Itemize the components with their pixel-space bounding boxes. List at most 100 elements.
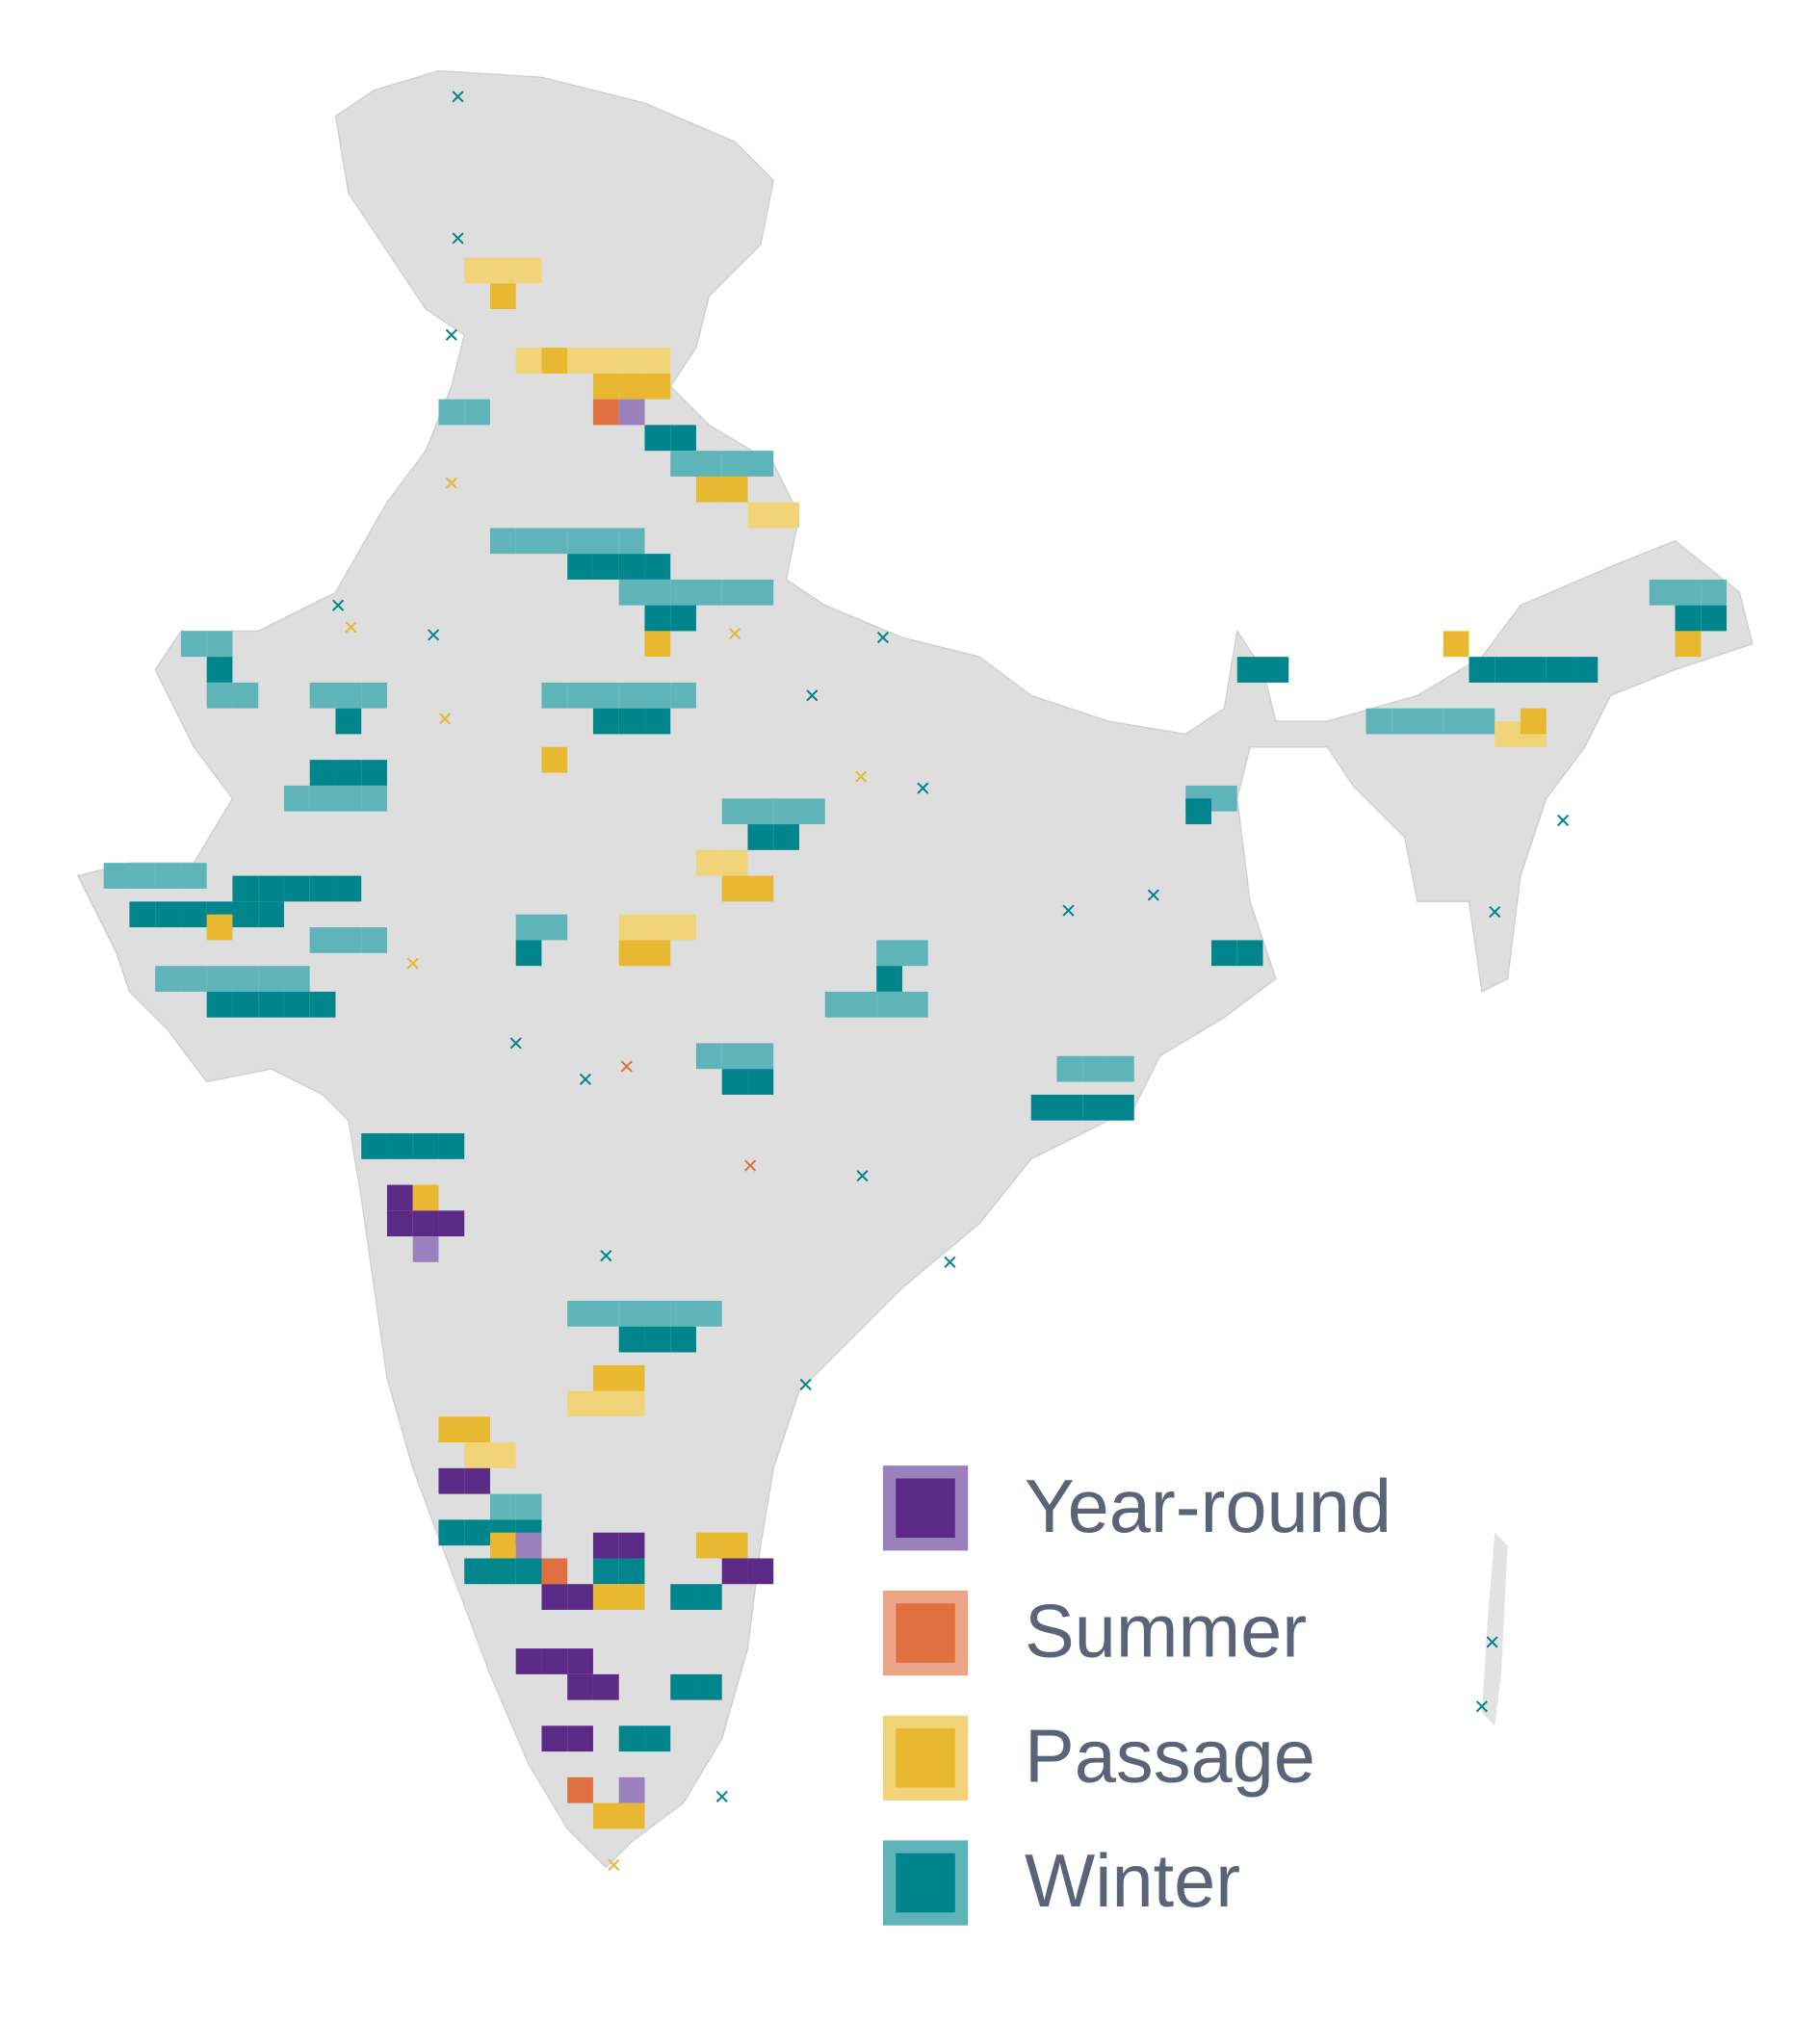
range-cell (567, 348, 593, 374)
range-cell (695, 1043, 722, 1070)
range-cell (721, 451, 748, 477)
range-cell (1443, 708, 1469, 735)
range-cell (567, 1776, 593, 1803)
range-cell (464, 1519, 490, 1546)
range-cell (180, 901, 207, 928)
range-cell (592, 1584, 619, 1610)
range-cell (541, 682, 568, 709)
legend-label: Summer (1025, 1591, 1307, 1673)
range-cell (747, 1043, 774, 1070)
range-cell (1649, 579, 1676, 606)
range-cell (1107, 1094, 1134, 1121)
range-cell (721, 579, 748, 606)
sighting-cross (917, 782, 929, 794)
range-cell (412, 1236, 439, 1262)
range-cell (515, 914, 542, 941)
sighting-cross (608, 1858, 620, 1871)
range-cell (644, 579, 671, 606)
range-cell (644, 554, 671, 580)
range-cell (618, 528, 645, 555)
island-outline (1481, 1532, 1508, 1726)
sighting-cross (799, 1378, 812, 1390)
range-cell (258, 901, 284, 928)
range-cell (618, 1364, 645, 1391)
range-cell (1185, 798, 1211, 825)
range-cell (670, 605, 696, 632)
range-cell (824, 991, 851, 1018)
range-cell (695, 579, 722, 606)
range-cell (901, 991, 928, 1018)
range-cell (1262, 657, 1289, 683)
range-cell (644, 1300, 671, 1327)
range-cell (515, 528, 542, 555)
range-cell (335, 875, 362, 902)
range-cell (464, 399, 490, 426)
range-cell (592, 1802, 619, 1829)
range-cell (592, 554, 619, 580)
range-cell (618, 682, 645, 709)
range-cell (592, 708, 619, 735)
range-cell (721, 476, 748, 503)
range-cell (541, 746, 568, 773)
range-cell (180, 863, 207, 889)
range-cell (438, 1519, 465, 1546)
range-cell (1391, 708, 1418, 735)
range-cell (489, 1493, 516, 1520)
range-cell (464, 257, 490, 284)
range-cell (438, 399, 465, 426)
range-cell (464, 1416, 490, 1443)
range-cell (592, 1390, 619, 1417)
range-cell (515, 1558, 542, 1585)
range-cell (695, 1584, 722, 1610)
range-cell (618, 1300, 645, 1327)
range-cell (567, 554, 593, 580)
sighting-cross (428, 629, 440, 641)
range-cell (180, 966, 207, 992)
range-cell (592, 528, 619, 555)
range-cell (567, 528, 593, 555)
range-cell (232, 966, 259, 992)
range-cell (541, 1725, 568, 1752)
range-cell (747, 798, 774, 825)
range-cell (515, 940, 542, 967)
range-cell (541, 1584, 568, 1610)
range-cell (747, 875, 774, 902)
range-cell (695, 1673, 722, 1700)
sighting-cross (620, 1060, 633, 1073)
range-cell (747, 824, 774, 850)
range-cell (489, 1442, 516, 1468)
range-cell (180, 631, 207, 658)
range-cell (1701, 579, 1728, 606)
range-cell (644, 605, 671, 632)
range-cell (695, 1532, 722, 1559)
range-cell (1469, 657, 1495, 683)
legend-label: Year-round (1025, 1465, 1391, 1548)
range-cell (361, 760, 387, 786)
range-cell (567, 1300, 593, 1327)
range-cell (618, 579, 645, 606)
range-cell (155, 901, 181, 928)
range-cell (721, 1558, 748, 1585)
range-cell (721, 849, 748, 876)
range-cell (206, 657, 233, 683)
sighting-cross (715, 1790, 728, 1802)
range-cell (773, 798, 799, 825)
range-cell (1365, 708, 1392, 735)
range-cell (129, 901, 156, 928)
range-cell (721, 1069, 748, 1095)
legend-swatch (896, 1853, 955, 1913)
range-cell (361, 682, 387, 709)
range-cell (618, 708, 645, 735)
range-cell (618, 1532, 645, 1559)
range-cell (798, 798, 825, 825)
range-cell (721, 798, 748, 825)
range-cell (232, 991, 259, 1018)
range-cell (670, 451, 696, 477)
range-cell (412, 1133, 439, 1159)
range-cell (541, 528, 568, 555)
range-cell (644, 1326, 671, 1353)
range-cell (129, 863, 156, 889)
range-cell (489, 1558, 516, 1585)
range-cell (592, 1364, 619, 1391)
